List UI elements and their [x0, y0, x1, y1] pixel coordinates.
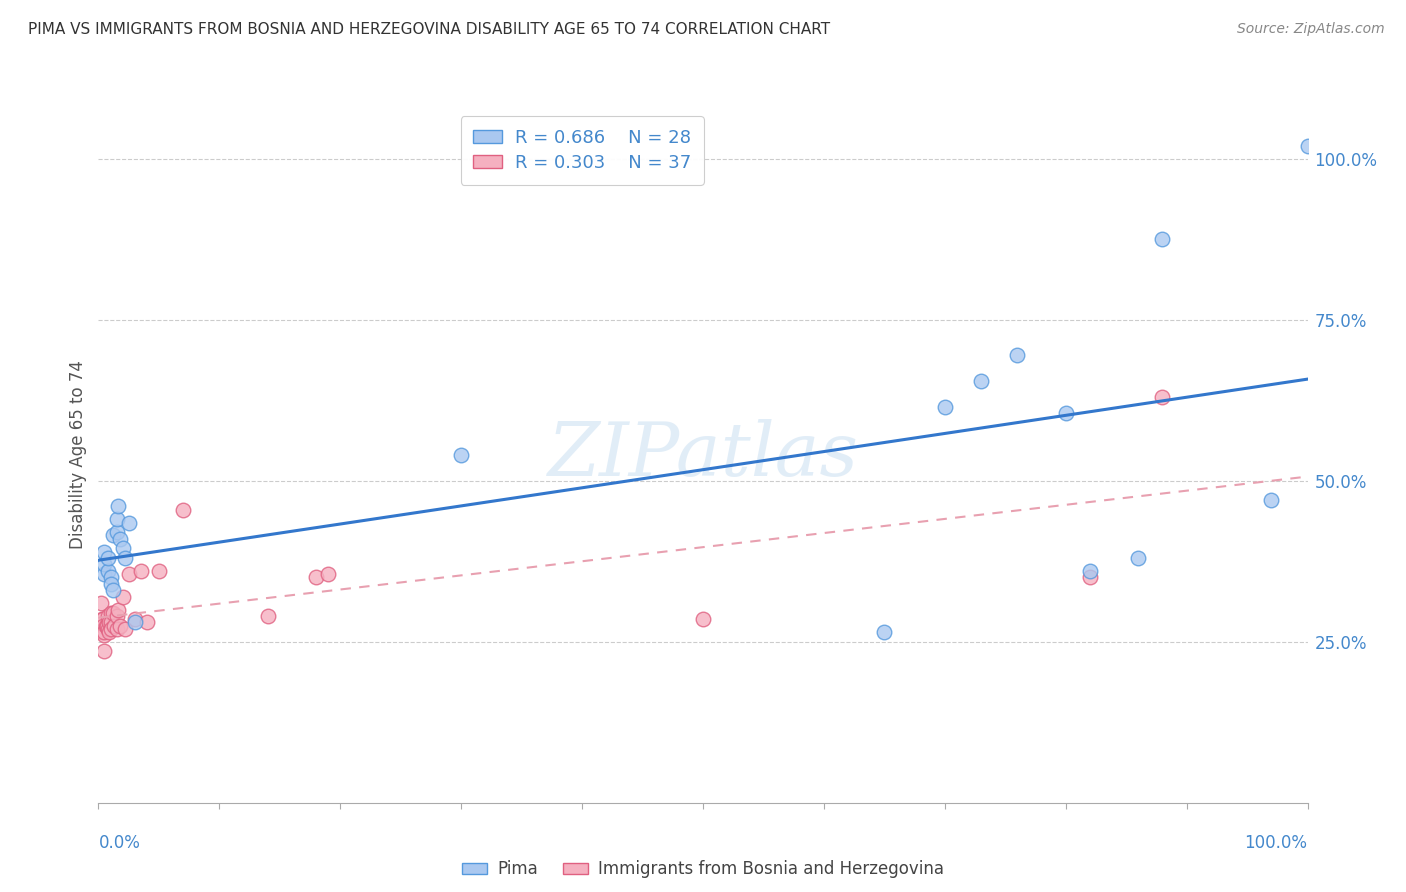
Text: PIMA VS IMMIGRANTS FROM BOSNIA AND HERZEGOVINA DISABILITY AGE 65 TO 74 CORRELATI: PIMA VS IMMIGRANTS FROM BOSNIA AND HERZE… — [28, 22, 831, 37]
Point — [114, 551, 136, 566]
Point — [97, 564, 120, 578]
Point — [94, 618, 117, 632]
Point — [129, 564, 152, 578]
Text: 0.0%: 0.0% — [98, 834, 141, 852]
Point — [101, 583, 124, 598]
Point — [1152, 390, 1174, 404]
Point — [256, 609, 278, 624]
Point — [111, 541, 134, 556]
Point — [105, 609, 128, 624]
Point — [90, 596, 112, 610]
Point — [118, 516, 141, 530]
Point — [124, 612, 146, 626]
Point — [1152, 232, 1174, 246]
Point — [1007, 348, 1029, 362]
Point — [101, 528, 124, 542]
Point — [1078, 564, 1101, 578]
Point — [97, 551, 120, 566]
Point — [692, 612, 714, 626]
Point — [305, 570, 328, 584]
Point — [93, 558, 115, 572]
Text: 100.0%: 100.0% — [1244, 834, 1308, 852]
Point — [107, 500, 129, 514]
Text: ZIPatlas: ZIPatlas — [547, 418, 859, 491]
Point — [101, 606, 124, 620]
Point — [93, 567, 115, 582]
Point — [1260, 493, 1282, 508]
Point — [98, 615, 121, 630]
Point — [91, 612, 114, 626]
Point — [316, 567, 339, 582]
Point — [105, 512, 128, 526]
Point — [111, 590, 134, 604]
Point — [1078, 570, 1101, 584]
Point — [93, 644, 115, 658]
Point — [135, 615, 157, 630]
Point — [103, 618, 125, 632]
Point — [100, 570, 122, 584]
Point — [108, 618, 131, 632]
Point — [96, 618, 118, 632]
Point — [1054, 406, 1077, 420]
Y-axis label: Disability Age 65 to 74: Disability Age 65 to 74 — [69, 360, 87, 549]
Point — [98, 625, 121, 640]
Point — [93, 625, 115, 640]
Point — [105, 622, 128, 636]
Point — [148, 564, 170, 578]
Point — [97, 622, 120, 636]
Point — [124, 615, 146, 630]
Point — [873, 625, 896, 640]
Point — [118, 567, 141, 582]
Point — [91, 625, 114, 640]
Point — [1128, 551, 1150, 566]
Point — [108, 532, 131, 546]
Point — [100, 615, 122, 630]
Point — [100, 606, 122, 620]
Point — [100, 576, 122, 591]
Point — [934, 400, 956, 414]
Point — [91, 618, 114, 632]
Point — [107, 602, 129, 616]
Point — [114, 622, 136, 636]
Point — [1296, 138, 1319, 153]
Point — [450, 448, 472, 462]
Point — [100, 622, 122, 636]
Text: Source: ZipAtlas.com: Source: ZipAtlas.com — [1237, 22, 1385, 37]
Point — [172, 502, 194, 516]
Point — [105, 525, 128, 540]
Legend: Pima, Immigrants from Bosnia and Herzegovina: Pima, Immigrants from Bosnia and Herzego… — [456, 854, 950, 885]
Point — [93, 544, 115, 558]
Point — [970, 374, 993, 388]
Point — [93, 628, 115, 642]
Point — [97, 609, 120, 624]
Point — [91, 612, 114, 626]
